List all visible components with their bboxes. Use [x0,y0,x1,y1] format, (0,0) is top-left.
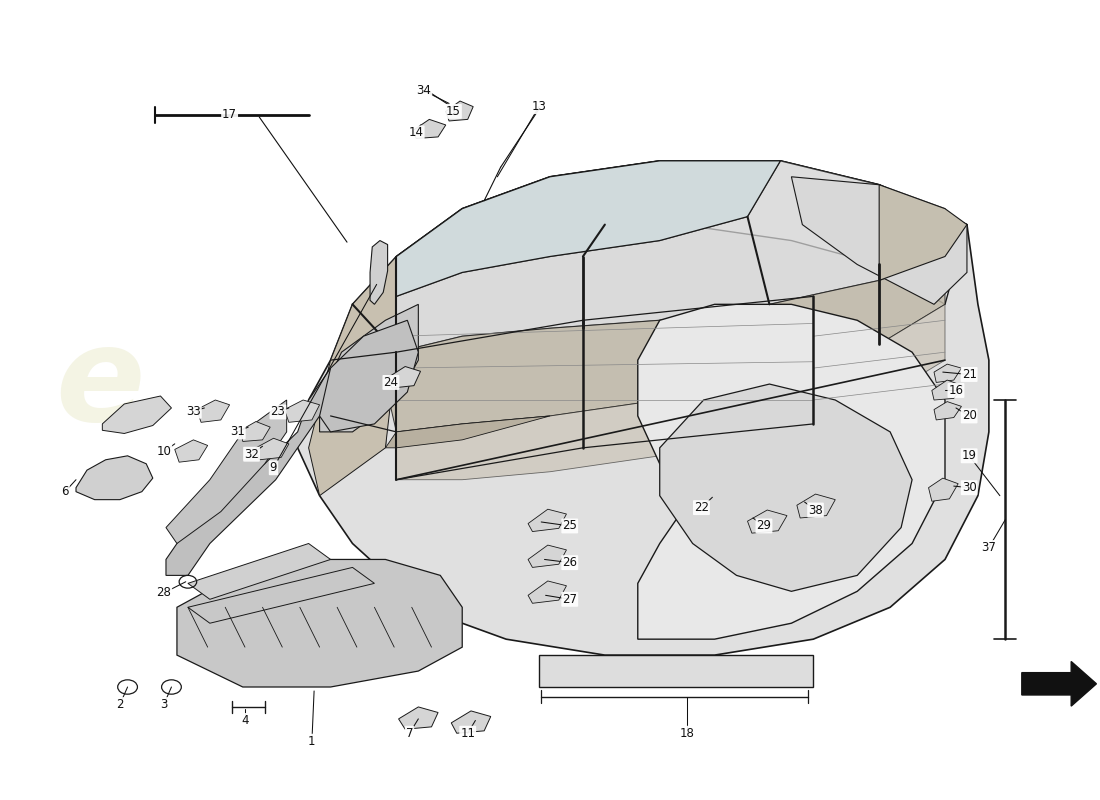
Text: 34: 34 [417,84,431,97]
Text: 15: 15 [446,105,461,118]
Text: 26: 26 [562,556,578,569]
Text: 25: 25 [562,519,578,533]
Polygon shape [396,304,945,480]
Polygon shape [446,101,473,121]
Text: 2: 2 [117,698,123,711]
Text: 14: 14 [408,126,424,139]
Text: 30: 30 [961,481,977,494]
Polygon shape [166,368,331,575]
Polygon shape [370,241,387,304]
Text: 7: 7 [406,726,414,740]
Text: 13: 13 [531,100,547,113]
Polygon shape [879,185,967,281]
Text: 18: 18 [680,726,694,740]
Polygon shape [175,440,208,462]
Polygon shape [166,400,287,543]
Text: 29: 29 [757,519,771,533]
Polygon shape [320,304,418,432]
Text: 21: 21 [961,368,977,381]
Polygon shape [387,366,420,388]
Polygon shape [396,161,780,296]
Text: 22: 22 [694,501,708,514]
Polygon shape [660,384,912,591]
Text: 20: 20 [961,410,977,422]
Polygon shape [188,543,331,599]
Text: 23: 23 [271,406,285,418]
Text: 28: 28 [156,586,172,599]
Text: 10: 10 [156,446,172,458]
Polygon shape [528,581,566,603]
Polygon shape [285,400,320,422]
Polygon shape [396,161,967,304]
Polygon shape [197,400,230,422]
Polygon shape [934,402,961,420]
Polygon shape [412,119,446,138]
Polygon shape [241,422,271,442]
Text: 17: 17 [222,108,238,121]
Polygon shape [796,494,835,518]
Polygon shape [385,257,945,432]
Polygon shape [188,567,374,623]
Text: 9: 9 [270,462,277,474]
Text: 6: 6 [62,485,69,498]
Text: 16: 16 [948,384,964,397]
Text: e: e [55,321,145,447]
Text: 1: 1 [308,734,316,748]
Polygon shape [177,559,462,687]
Polygon shape [102,396,172,434]
Text: 24: 24 [384,376,398,389]
Text: 19: 19 [961,450,977,462]
Text: cars: cars [438,558,508,609]
Polygon shape [748,510,786,533]
Text: 33: 33 [186,405,201,418]
Polygon shape [934,364,961,382]
Polygon shape [638,304,945,639]
Polygon shape [539,655,813,687]
Polygon shape [398,707,438,730]
Polygon shape [1022,662,1097,706]
Polygon shape [320,320,418,432]
Polygon shape [385,416,550,448]
Text: 31: 31 [230,426,244,438]
Polygon shape [76,456,153,500]
Text: 11: 11 [460,726,475,740]
Polygon shape [374,161,945,448]
Polygon shape [528,510,566,531]
Polygon shape [451,711,491,734]
Polygon shape [791,177,967,304]
Polygon shape [256,438,289,460]
Text: 3: 3 [161,698,167,711]
Polygon shape [528,545,566,567]
Text: 37: 37 [981,541,997,554]
Polygon shape [298,161,989,655]
Text: 32: 32 [244,448,258,461]
Polygon shape [932,380,962,400]
Polygon shape [928,478,958,502]
Text: 27: 27 [562,593,578,606]
Text: 38: 38 [808,503,823,517]
Text: 4: 4 [241,714,249,727]
Text: a passion for: a passion for [319,461,518,562]
Polygon shape [309,257,396,496]
